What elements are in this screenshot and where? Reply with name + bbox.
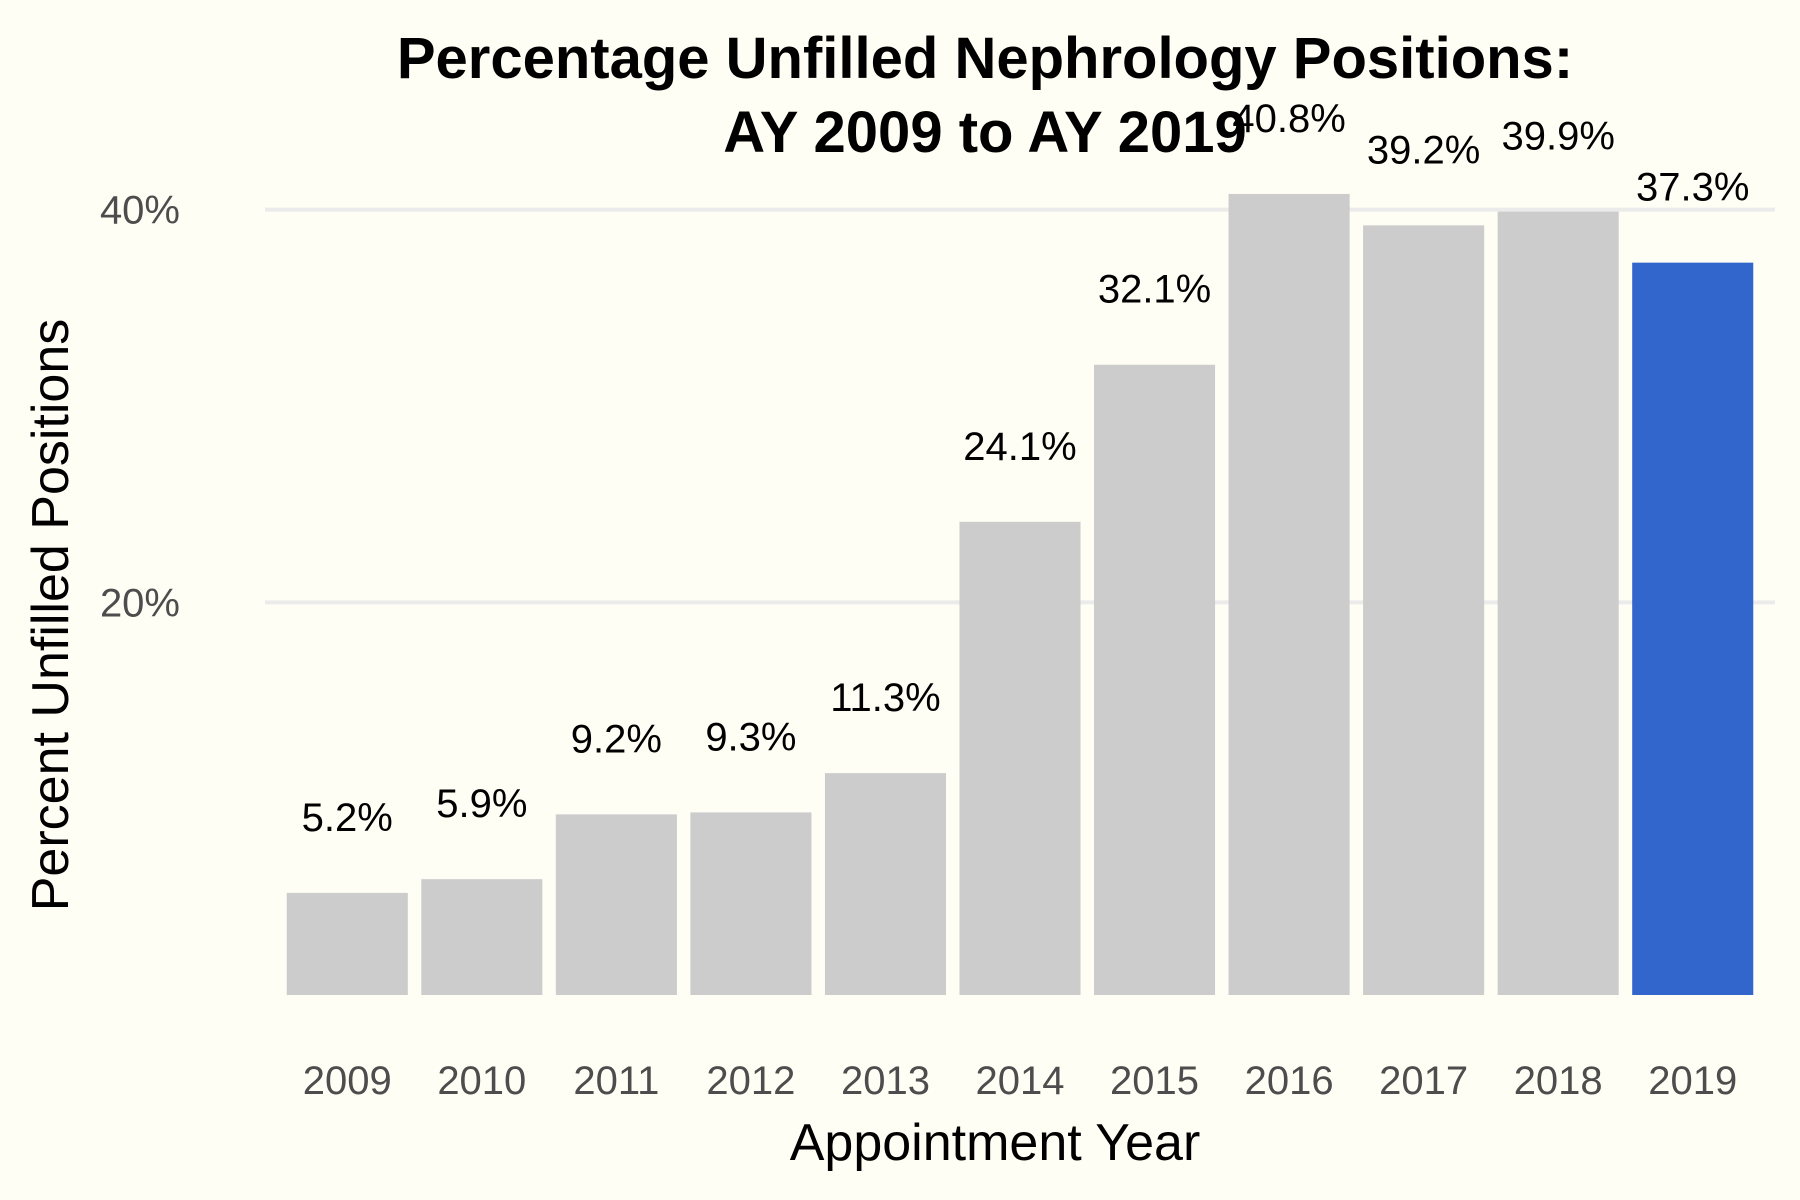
x-tick-label-2009: 2009 xyxy=(303,1059,392,1103)
data-label-2013: 11.3% xyxy=(830,676,940,720)
x-tick-label-2013: 2013 xyxy=(841,1059,930,1103)
x-tick-label-2018: 2018 xyxy=(1514,1059,1603,1103)
data-label-2009: 5.2% xyxy=(302,796,393,840)
bars xyxy=(286,193,1754,996)
x-tick-label-2019: 2019 xyxy=(1648,1059,1737,1103)
bar-2011 xyxy=(555,814,677,995)
chart-title: Percentage Unfilled Nephrology Positions… xyxy=(397,26,1573,91)
data-label-2019: 37.3% xyxy=(1636,166,1749,210)
data-label-2011: 9.2% xyxy=(571,717,662,761)
bar-2012 xyxy=(690,812,812,995)
x-tick-label-2017: 2017 xyxy=(1379,1059,1468,1103)
y-axis-title: Percent Unfilled Positions xyxy=(22,319,80,912)
chart-subtitle: AY 2009 to AY 2019 xyxy=(723,100,1247,165)
bar-2013 xyxy=(824,773,946,995)
data-label-2015: 32.1% xyxy=(1098,268,1211,312)
x-tick-label-2012: 2012 xyxy=(706,1059,795,1103)
data-label-2016: 40.8% xyxy=(1232,97,1345,141)
x-tick-label-2011: 2011 xyxy=(573,1059,659,1103)
y-tick-labels: 20% 40% xyxy=(100,189,180,626)
bar-2019 xyxy=(1632,262,1754,995)
data-label-2018: 39.9% xyxy=(1501,115,1614,159)
x-tick-label-2016: 2016 xyxy=(1245,1059,1334,1103)
bar-2016 xyxy=(1228,193,1350,996)
bar-2010 xyxy=(421,879,543,995)
y-tick-label: 20% xyxy=(100,581,180,625)
data-label-2014: 24.1% xyxy=(963,425,1076,469)
x-tick-label-2015: 2015 xyxy=(1110,1059,1199,1103)
x-axis-title: Appointment Year xyxy=(790,1114,1201,1172)
bar-2009 xyxy=(286,892,408,995)
data-label-2012: 9.3% xyxy=(705,715,796,759)
bar-2015 xyxy=(1094,364,1216,995)
bar-2017 xyxy=(1363,225,1485,996)
x-tick-label-2014: 2014 xyxy=(976,1059,1065,1103)
y-tick-label: 40% xyxy=(100,189,180,233)
x-tick-label-2010: 2010 xyxy=(437,1059,526,1103)
bar-2014 xyxy=(959,521,1081,995)
data-labels: 5.2% 5.9% 9.2% 9.3% 11.3% 24.1% 32.1% 40.8% 39.2… xyxy=(302,97,1750,840)
x-tick-labels: 2009 2010 2011 2012 2013 2014 2015 2016 2017 2018… xyxy=(303,1059,1737,1103)
data-label-2017: 39.2% xyxy=(1367,128,1480,172)
data-label-2010: 5.9% xyxy=(436,782,527,826)
bar-2018 xyxy=(1497,211,1619,996)
